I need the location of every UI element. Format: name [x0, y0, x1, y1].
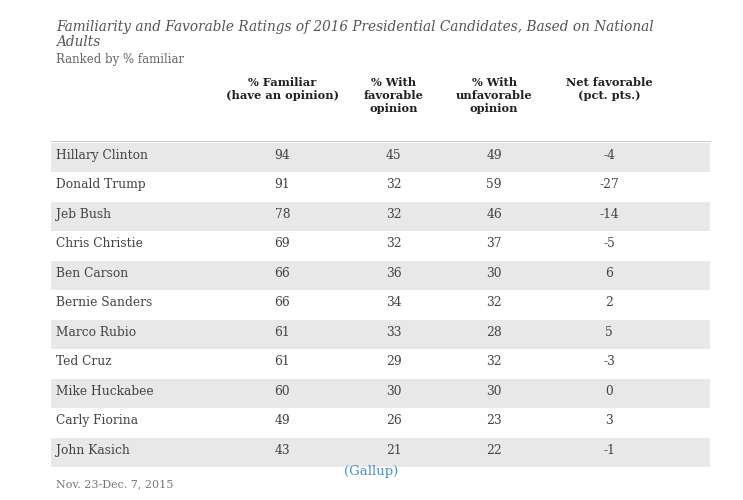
Text: Ranked by % familiar: Ranked by % familiar	[56, 52, 184, 66]
Text: 46: 46	[486, 208, 502, 221]
Text: 32: 32	[486, 296, 502, 310]
Text: 69: 69	[274, 238, 291, 250]
Text: Chris Christie: Chris Christie	[56, 238, 143, 250]
Text: Jeb Bush: Jeb Bush	[56, 208, 111, 221]
Bar	[51, 438, 710, 467]
Text: 30: 30	[487, 267, 502, 280]
Text: 22: 22	[486, 444, 502, 457]
Text: 21: 21	[386, 444, 402, 457]
Text: -27: -27	[600, 178, 619, 192]
Text: Ted Cruz: Ted Cruz	[56, 356, 111, 368]
Text: 5: 5	[606, 326, 613, 339]
Text: 91: 91	[274, 178, 291, 192]
Text: 49: 49	[486, 149, 502, 162]
Text: 30: 30	[487, 385, 502, 398]
Bar	[51, 231, 710, 260]
Text: 3: 3	[606, 414, 613, 428]
Text: % Familiar
(have an opinion): % Familiar (have an opinion)	[226, 78, 339, 102]
Text: -4: -4	[603, 149, 615, 162]
Text: -1: -1	[603, 444, 615, 457]
Text: 34: 34	[386, 296, 402, 310]
Text: Donald Trump: Donald Trump	[56, 178, 146, 192]
Bar	[51, 290, 710, 320]
Text: 32: 32	[486, 356, 502, 368]
Text: 2: 2	[606, 296, 613, 310]
Bar	[51, 408, 710, 438]
Text: 61: 61	[274, 326, 291, 339]
Text: 0: 0	[606, 385, 613, 398]
Text: % With
unfavorable
opinion: % With unfavorable opinion	[455, 78, 533, 114]
Bar	[51, 378, 710, 408]
Bar	[51, 260, 710, 290]
Text: 78: 78	[274, 208, 291, 221]
Text: -14: -14	[600, 208, 619, 221]
Text: 61: 61	[274, 356, 291, 368]
Text: -3: -3	[603, 356, 615, 368]
Text: 66: 66	[274, 267, 291, 280]
Text: Carly Fiorina: Carly Fiorina	[56, 414, 138, 428]
Text: John Kasich: John Kasich	[56, 444, 129, 457]
Text: 60: 60	[274, 385, 291, 398]
Text: 45: 45	[386, 149, 402, 162]
Text: Familiarity and Favorable Ratings of 2016 Presidential Candidates, Based on Nati: Familiarity and Favorable Ratings of 201…	[56, 20, 653, 34]
Text: 26: 26	[386, 414, 402, 428]
Text: 23: 23	[486, 414, 502, 428]
Text: -5: -5	[603, 238, 615, 250]
Text: Nov. 23-Dec. 7, 2015: Nov. 23-Dec. 7, 2015	[56, 480, 173, 490]
Text: Bernie Sanders: Bernie Sanders	[56, 296, 152, 310]
Text: 43: 43	[274, 444, 291, 457]
Text: Marco Rubio: Marco Rubio	[56, 326, 136, 339]
Bar	[51, 142, 710, 172]
Text: Ben Carson: Ben Carson	[56, 267, 128, 280]
Text: 30: 30	[386, 385, 401, 398]
Text: 33: 33	[386, 326, 401, 339]
Text: Mike Huckabee: Mike Huckabee	[56, 385, 153, 398]
Text: % With
favorable
opinion: % With favorable opinion	[364, 78, 424, 114]
Text: 6: 6	[606, 267, 613, 280]
Text: 32: 32	[386, 178, 402, 192]
Text: 32: 32	[386, 208, 402, 221]
Text: Net favorable
(pct. pts.): Net favorable (pct. pts.)	[566, 78, 652, 102]
Text: 37: 37	[487, 238, 502, 250]
Text: 49: 49	[274, 414, 291, 428]
Bar	[51, 172, 710, 202]
Text: 29: 29	[386, 356, 402, 368]
Text: 59: 59	[486, 178, 502, 192]
Bar	[51, 349, 710, 378]
Text: 28: 28	[486, 326, 502, 339]
Text: Adults: Adults	[56, 35, 100, 49]
Bar	[51, 202, 710, 231]
Text: 36: 36	[386, 267, 402, 280]
Bar	[51, 320, 710, 349]
Text: Hillary Clinton: Hillary Clinton	[56, 149, 148, 162]
Text: (Gallup): (Gallup)	[344, 464, 399, 477]
Text: 66: 66	[274, 296, 291, 310]
Text: 94: 94	[274, 149, 291, 162]
Text: 32: 32	[386, 238, 402, 250]
